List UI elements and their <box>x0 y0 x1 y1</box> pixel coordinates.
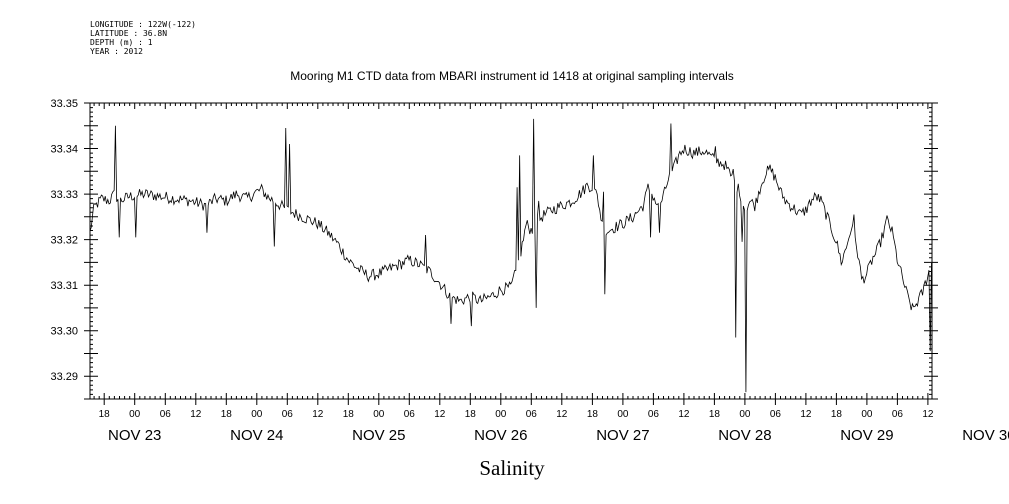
chart-title: Mooring M1 CTD data from MBARI instrumen… <box>290 69 734 83</box>
x-tick-label: 00 <box>617 409 629 420</box>
x-tick-label: 18 <box>709 409 721 420</box>
axis-ticks <box>84 102 938 405</box>
x-tick-label: 00 <box>129 409 141 420</box>
y-tick-label: 33.31 <box>50 280 78 292</box>
x-day-label: NOV 23 <box>108 427 161 444</box>
x-tick-label: 18 <box>831 409 843 420</box>
x-tick-label: 00 <box>495 409 507 420</box>
x-day-labels: NOV 23 NOV 24 NOV 25 NOV 26 NOV 27 NOV 28 NOV … <box>108 427 1009 444</box>
x-tick-label: 06 <box>526 409 538 420</box>
x-tick-label: 00 <box>861 409 873 420</box>
x-tick-label: 00 <box>251 409 263 420</box>
x-day-label: NOV 29 <box>840 427 893 444</box>
x-tick-labels: 18 00 06 12 18 00 06 12 18 00 06 12 18 00 06 12 18 00 06 12… <box>99 409 934 420</box>
meta-longitude: LONGITUDE : 122W(-122) <box>90 20 196 29</box>
x-tick-label: 06 <box>282 409 294 420</box>
x-tick-label: 12 <box>922 409 934 420</box>
x-tick-label: 18 <box>343 409 355 420</box>
y-tick-label: 33.29 <box>50 371 78 383</box>
x-tick-label: 06 <box>892 409 904 420</box>
y-tick-labels: 33.35 33.34 33.33 33.32 33.31 33.30 33.29 <box>50 98 78 383</box>
y-tick-label: 33.35 <box>50 98 78 110</box>
x-tick-label: 06 <box>770 409 782 420</box>
x-tick-label: 12 <box>556 409 568 420</box>
x-tick-label: 00 <box>739 409 751 420</box>
plot-frame <box>89 102 933 400</box>
x-axis-label: Salinity <box>479 456 545 480</box>
salinity-series <box>89 118 932 393</box>
x-tick-label: 12 <box>800 409 812 420</box>
x-day-label: NOV 24 <box>230 427 283 444</box>
y-tick-label: 33.30 <box>50 326 78 338</box>
x-day-label: NOV 30 <box>962 427 1009 444</box>
y-tick-label: 33.33 <box>50 189 78 201</box>
y-tick-label: 33.34 <box>50 144 78 156</box>
tick-marks <box>84 102 938 405</box>
meta-depth: DEPTH (m) : 1 <box>90 38 153 47</box>
salinity-line <box>89 118 932 393</box>
x-tick-label: 06 <box>404 409 416 420</box>
x-tick-label: 18 <box>99 409 111 420</box>
x-day-label: NOV 25 <box>352 427 405 444</box>
x-tick-label: 06 <box>160 409 172 420</box>
x-tick-label: 12 <box>434 409 446 420</box>
x-tick-label: 00 <box>373 409 385 420</box>
x-tick-label: 12 <box>678 409 690 420</box>
metadata-block: LONGITUDE : 122W(-122) LATITUDE : 36.8N … <box>90 20 196 56</box>
meta-latitude: LATITUDE : 36.8N <box>90 29 168 38</box>
x-day-label: NOV 27 <box>596 427 649 444</box>
x-tick-label: 18 <box>221 409 233 420</box>
y-tick-label: 33.32 <box>50 235 78 247</box>
x-tick-label: 18 <box>465 409 477 420</box>
x-tick-label: 12 <box>312 409 324 420</box>
x-day-label: NOV 28 <box>718 427 771 444</box>
x-tick-label: 06 <box>648 409 660 420</box>
meta-year: YEAR : 2012 <box>90 47 143 56</box>
x-day-label: NOV 26 <box>474 427 527 444</box>
x-tick-label: 12 <box>190 409 202 420</box>
x-tick-label: 18 <box>587 409 599 420</box>
